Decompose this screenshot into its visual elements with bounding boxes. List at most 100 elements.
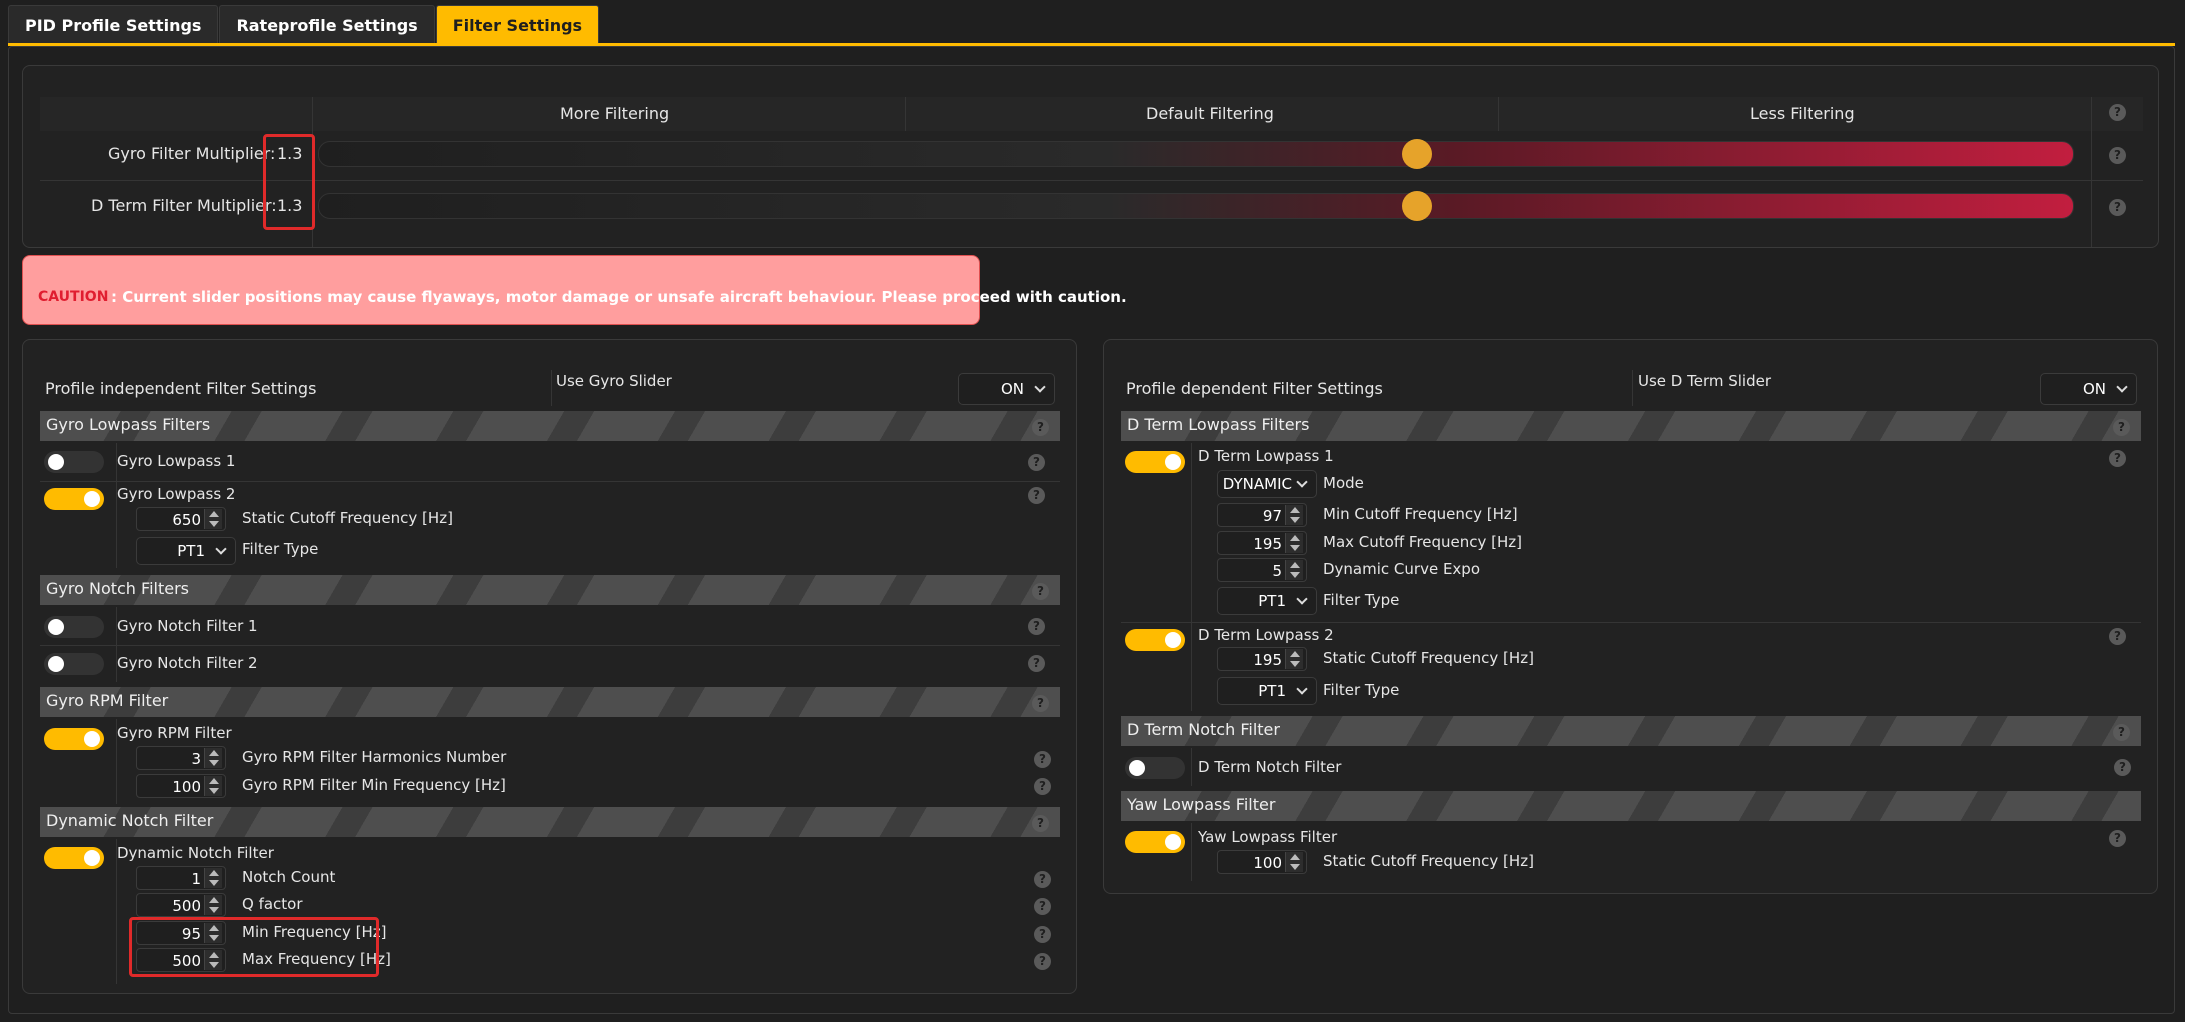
help-icon[interactable]: ? <box>2109 199 2126 216</box>
help-icon[interactable]: ? <box>2109 147 2126 164</box>
dterm-multiplier-value[interactable]: 1.3 <box>277 196 303 215</box>
value: 195 <box>1253 651 1282 669</box>
help-icon[interactable]: ? <box>2113 724 2130 741</box>
dterm-expo-input[interactable]: 5 <box>1217 558 1307 582</box>
help-icon[interactable]: ? <box>1032 419 1049 436</box>
dterm-lowpass1-toggle[interactable] <box>1125 451 1185 473</box>
stepper-icon[interactable] <box>204 950 222 970</box>
stepper-icon[interactable] <box>1285 649 1303 669</box>
divider <box>116 607 117 682</box>
value: 97 <box>1262 507 1282 525</box>
help-icon[interactable]: ? <box>1032 695 1049 712</box>
stepper-icon[interactable] <box>204 895 222 915</box>
dterm-slider-thumb[interactable] <box>1402 191 1432 221</box>
gyro-notch-header: Gyro Notch Filters? <box>40 575 1060 605</box>
gyro-multiplier-slider[interactable] <box>318 141 2074 167</box>
dterm-lowpass2-cutoff-input[interactable]: 195 <box>1217 647 1307 671</box>
help-icon[interactable]: ? <box>1034 871 1051 888</box>
gyro-multiplier-label: Gyro Filter Multiplier: <box>108 144 276 163</box>
yaw-cutoff-input[interactable]: 100 <box>1217 850 1307 874</box>
dterm-lowpass2-type-select[interactable]: PT1 <box>1217 677 1317 705</box>
chevron-down-icon <box>1296 593 1308 605</box>
help-icon[interactable]: ? <box>1034 953 1051 970</box>
yaw-lowpass-header: Yaw Lowpass Filter <box>1121 791 2141 821</box>
filter-type-label: Filter Type <box>1323 681 1400 699</box>
section-title: D Term Lowpass Filters <box>1127 415 1310 434</box>
stepper-icon[interactable] <box>1285 505 1303 525</box>
gyro-lowpass1-toggle[interactable] <box>44 451 104 473</box>
gyro-notch2-toggle[interactable] <box>44 653 104 675</box>
gyro-multiplier-value[interactable]: 1.3 <box>277 144 303 163</box>
gyro-slider-thumb[interactable] <box>1402 139 1432 169</box>
gyro-rpm-toggle[interactable] <box>44 728 104 750</box>
divider <box>1191 823 1192 881</box>
help-icon[interactable]: ? <box>1028 454 1045 471</box>
gyro-notch1-toggle[interactable] <box>44 616 104 638</box>
value: 650 <box>172 511 201 529</box>
help-icon[interactable]: ? <box>1034 898 1051 915</box>
divider <box>1191 748 1192 786</box>
gyro-lowpass2-toggle[interactable] <box>44 488 104 510</box>
gyro-lowpass2-type-select[interactable]: PT1 <box>136 537 236 565</box>
dterm-lowpass1-label: D Term Lowpass 1 <box>1198 447 1334 465</box>
dterm-lowpass1-type-select[interactable]: PT1 <box>1217 587 1317 615</box>
dterm-min-cutoff-input[interactable]: 97 <box>1217 503 1307 527</box>
stepper-icon[interactable] <box>204 923 222 943</box>
tab-pid-profile[interactable]: PID Profile Settings <box>8 5 219 44</box>
help-icon[interactable]: ? <box>1034 778 1051 795</box>
dterm-lowpass2-toggle[interactable] <box>1125 629 1185 651</box>
help-icon[interactable]: ? <box>1032 815 1049 832</box>
divider <box>116 719 117 804</box>
section-title: Gyro Notch Filters <box>46 579 189 598</box>
help-icon[interactable]: ? <box>2109 830 2126 847</box>
value: 1 <box>191 870 201 888</box>
help-icon[interactable]: ? <box>1032 583 1049 600</box>
stepper-icon[interactable] <box>204 748 222 768</box>
dyn-min-freq-input[interactable]: 95 <box>136 921 226 945</box>
gyro-slider-select[interactable]: ON <box>958 373 1055 405</box>
help-icon[interactable]: ? <box>1034 751 1051 768</box>
divider <box>116 839 117 984</box>
filter-type-label: Filter Type <box>1323 591 1400 609</box>
cutoff-label: Static Cutoff Frequency [Hz] <box>242 509 453 527</box>
help-icon[interactable]: ? <box>1028 655 1045 672</box>
help-icon[interactable]: ? <box>2109 628 2126 645</box>
dterm-slider-select[interactable]: ON <box>2040 373 2137 405</box>
slider-header-bg <box>40 97 2143 131</box>
stepper-icon[interactable] <box>1285 533 1303 553</box>
stepper-icon[interactable] <box>1285 852 1303 872</box>
value: 3 <box>191 750 201 768</box>
tab-filter-settings[interactable]: Filter Settings <box>435 5 600 44</box>
gyro-notch2-label: Gyro Notch Filter 2 <box>117 654 258 672</box>
dterm-multiplier-slider[interactable] <box>318 193 2074 219</box>
notch-count-input[interactable]: 1 <box>136 866 226 890</box>
yaw-lowpass-toggle[interactable] <box>1125 831 1185 853</box>
tab-rateprofile[interactable]: Rateprofile Settings <box>219 5 435 44</box>
dterm-mode-select[interactable]: DYNAMIC <box>1217 470 1317 498</box>
help-icon[interactable]: ? <box>1028 618 1045 635</box>
divider <box>2091 97 2092 247</box>
dterm-max-cutoff-input[interactable]: 195 <box>1217 531 1307 555</box>
stepper-icon[interactable] <box>204 868 222 888</box>
stepper-icon[interactable] <box>1285 560 1303 580</box>
q-factor-input[interactable]: 500 <box>136 893 226 917</box>
help-icon[interactable]: ? <box>2114 759 2131 776</box>
help-icon[interactable]: ? <box>2113 419 2130 436</box>
stepper-icon[interactable] <box>204 509 222 529</box>
dterm-notch-toggle[interactable] <box>1125 757 1185 779</box>
rpm-min-freq-input[interactable]: 100 <box>136 774 226 798</box>
stepper-icon[interactable] <box>204 776 222 796</box>
divider <box>551 370 552 406</box>
help-icon[interactable]: ? <box>1034 926 1051 943</box>
left-panel-title: Profile independent Filter Settings <box>45 379 317 398</box>
dynamic-notch-toggle[interactable] <box>44 847 104 869</box>
help-icon[interactable]: ? <box>2109 450 2126 467</box>
dyn-max-freq-input[interactable]: 500 <box>136 948 226 972</box>
gyro-lowpass2-cutoff-input[interactable]: 650 <box>136 507 226 531</box>
rpm-harmonics-input[interactable]: 3 <box>136 746 226 770</box>
dterm-lowpass2-label: D Term Lowpass 2 <box>1198 626 1334 644</box>
dterm-slider-value: ON <box>2082 380 2106 398</box>
min-cutoff-label: Min Cutoff Frequency [Hz] <box>1323 505 1518 523</box>
help-icon[interactable]: ? <box>2109 104 2126 121</box>
help-icon[interactable]: ? <box>1028 487 1045 504</box>
